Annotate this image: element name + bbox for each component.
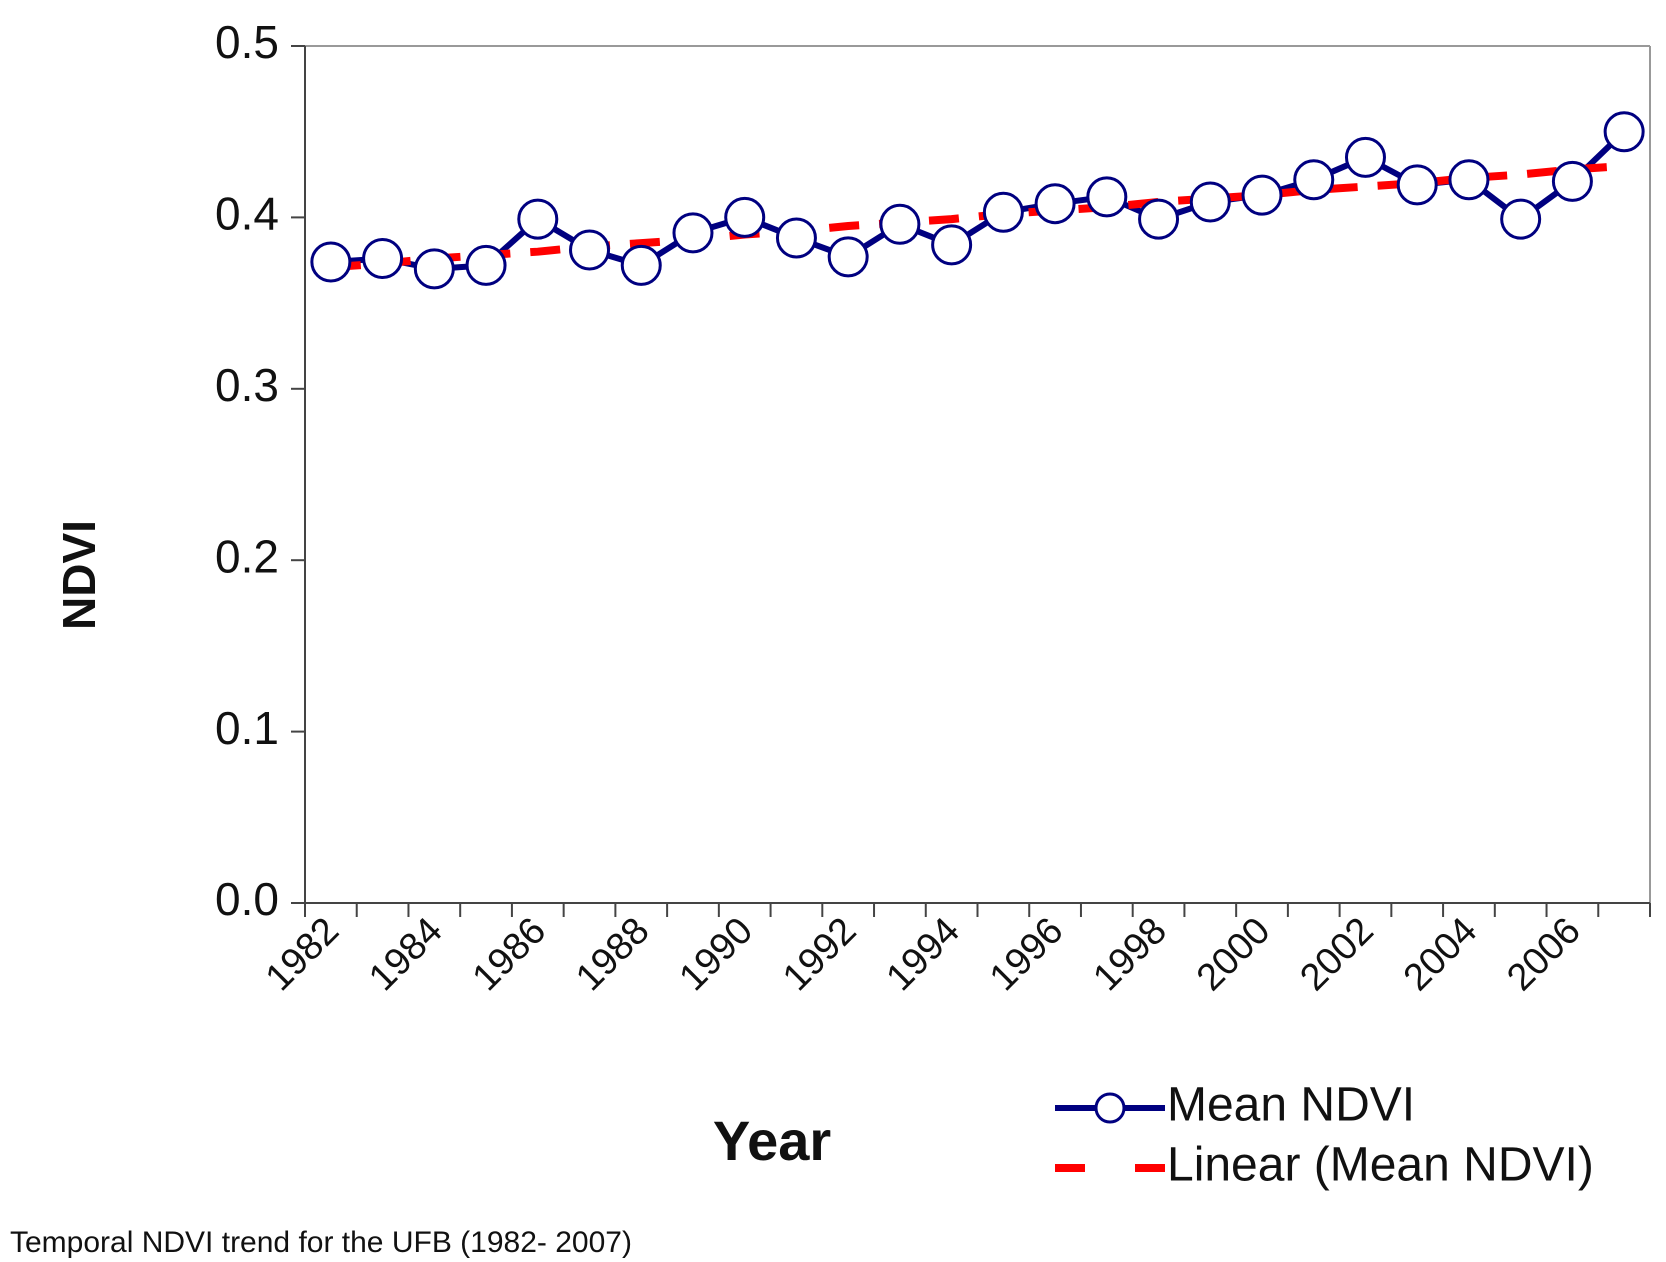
x-tick-label: 1988 xyxy=(568,910,657,999)
x-tick-label: 2004 xyxy=(1396,910,1485,999)
trend-line xyxy=(330,161,1625,272)
data-point xyxy=(413,248,455,290)
y-axis-title: NDVI xyxy=(53,520,105,630)
data-point xyxy=(672,212,714,254)
data-point xyxy=(1448,159,1490,201)
data-point xyxy=(362,238,404,280)
data-point xyxy=(310,241,352,283)
data-point xyxy=(1500,198,1542,240)
legend-item: Mean NDVI xyxy=(1055,1079,1415,1132)
data-point xyxy=(879,203,921,245)
x-tick-label: 2006 xyxy=(1499,910,1588,999)
y-tick-label: 0.4 xyxy=(215,188,279,240)
y-tick-label: 0.5 xyxy=(215,16,279,68)
data-point xyxy=(1396,164,1438,206)
x-tick-label: 1990 xyxy=(672,910,761,999)
y-tick-label: 0.0 xyxy=(215,873,279,925)
y-tick-label: 0.2 xyxy=(215,530,279,582)
caption: Temporal NDVI trend for the UFB (1982- 2… xyxy=(10,1226,632,1259)
data-point xyxy=(517,198,559,240)
x-tick-label: 1992 xyxy=(775,910,864,999)
data-point xyxy=(1138,198,1180,240)
data-point xyxy=(1603,111,1645,153)
data-point xyxy=(827,236,869,278)
x-tick-label: 1986 xyxy=(465,910,554,999)
data-point xyxy=(775,217,817,259)
y-tick-label: 0.1 xyxy=(215,702,279,754)
legend-item: Linear (Mean NDVI) xyxy=(1055,1139,1594,1192)
data-point xyxy=(982,191,1024,233)
data-point xyxy=(1189,181,1231,223)
x-tick-label: 1996 xyxy=(982,910,1071,999)
data-point xyxy=(1241,174,1283,216)
data-point xyxy=(620,244,662,286)
legend-label: Mean NDVI xyxy=(1167,1079,1415,1132)
x-tick-label: 1984 xyxy=(361,910,450,999)
x-tick-label: 2002 xyxy=(1292,910,1381,999)
x-tick-label: 1994 xyxy=(879,910,968,999)
data-point xyxy=(1034,183,1076,225)
data-point xyxy=(465,244,507,286)
legend-label: Linear (Mean NDVI) xyxy=(1167,1139,1594,1192)
legend-marker xyxy=(1094,1092,1126,1124)
x-axis-title: Year xyxy=(713,1109,831,1172)
data-point xyxy=(1551,160,1593,202)
y-tick-label: 0.3 xyxy=(215,359,279,411)
x-tick-label: 2000 xyxy=(1189,910,1278,999)
data-point xyxy=(724,196,766,238)
data-point xyxy=(1344,136,1386,178)
data-point xyxy=(1293,159,1335,201)
data-point xyxy=(1086,176,1128,218)
data-point xyxy=(931,224,973,266)
data-point xyxy=(569,229,611,271)
x-tick-label: 1998 xyxy=(1085,910,1174,999)
